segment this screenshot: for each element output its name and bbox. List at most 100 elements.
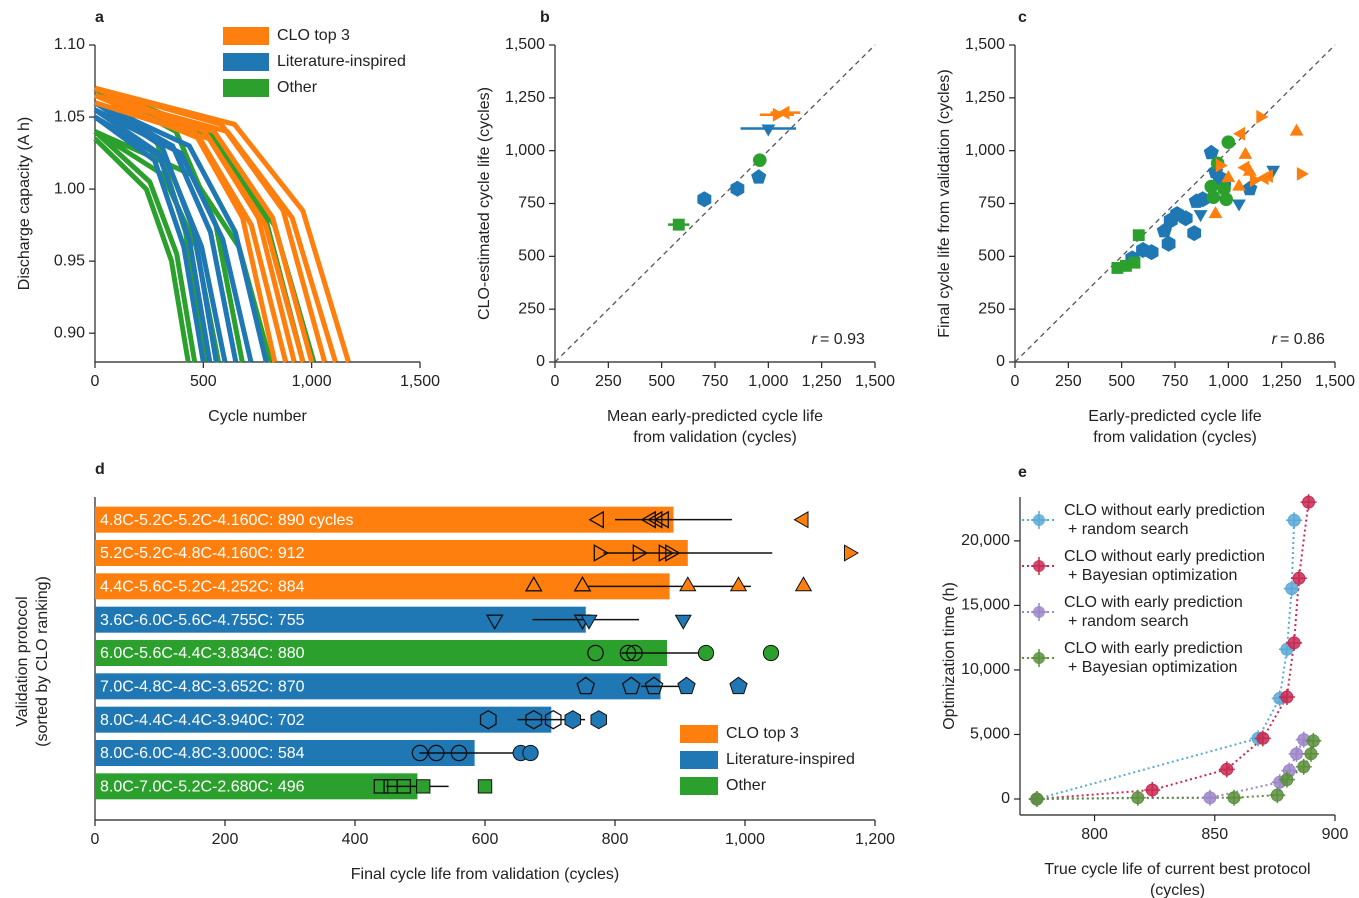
x-axis-label: Early-predicted cycle life xyxy=(1088,408,1262,425)
x-axis-label: from validation (cycles) xyxy=(1093,429,1257,446)
legend-label: CLO top 3 xyxy=(726,725,799,742)
x-tick-label: 400 xyxy=(342,831,369,848)
marker xyxy=(621,676,641,695)
y-tick-label: 0 xyxy=(1001,790,1010,807)
annotation-symbol: r xyxy=(812,331,818,348)
capacity-curve xyxy=(94,100,306,363)
y-tick-label: 0 xyxy=(536,353,545,370)
marker xyxy=(1256,109,1269,124)
x-tick-label: 1,200 xyxy=(855,831,895,848)
capacity-curve xyxy=(93,100,269,363)
x-tick-label: 1,000 xyxy=(292,373,332,390)
bar-label: 3.6C-6.0C-5.6C-4.755C: 755 xyxy=(100,612,305,629)
x-tick-label: 0 xyxy=(91,373,100,390)
marker xyxy=(590,710,607,730)
marker xyxy=(1221,135,1236,150)
x-tick-label: 900 xyxy=(1322,826,1349,843)
point-cross xyxy=(1288,745,1305,762)
marker xyxy=(396,779,412,794)
capacity-curve xyxy=(93,100,239,363)
marker xyxy=(524,575,543,592)
x-tick-label: 0 xyxy=(91,831,100,848)
x-tick-label: 0 xyxy=(1011,373,1020,390)
x-tick-label: 200 xyxy=(212,831,239,848)
marker xyxy=(729,576,748,592)
x-tick-label: 600 xyxy=(472,831,499,848)
marker xyxy=(1242,163,1257,176)
marker xyxy=(1132,229,1145,242)
capacity-curve xyxy=(93,114,206,363)
marker xyxy=(1193,210,1208,223)
point-cross xyxy=(1254,730,1271,747)
point-cross xyxy=(1129,789,1146,806)
y-axis-label: Final cycle life from validation (cycles… xyxy=(936,69,953,338)
x-tick-label: 1,250 xyxy=(802,373,842,390)
point-cross xyxy=(1295,758,1312,775)
x-tick-label: 250 xyxy=(1055,373,1082,390)
bar-label: 8.0C-6.0C-4.8C-3.000C: 584 xyxy=(100,745,305,762)
legend-label: CLO without early prediction xyxy=(1064,502,1265,519)
marker xyxy=(674,614,692,630)
marker xyxy=(1178,210,1193,227)
marker xyxy=(665,544,681,562)
y-tick-label: 1,500 xyxy=(505,36,545,53)
marker xyxy=(576,676,596,695)
capacity-curve xyxy=(94,85,351,363)
marker xyxy=(697,644,715,662)
y-tick-label: 0 xyxy=(996,353,1005,370)
marker xyxy=(1232,199,1246,212)
marker xyxy=(373,779,389,794)
legend-label: CLO with early prediction xyxy=(1064,640,1243,657)
point-cross xyxy=(1278,689,1295,706)
legend-label: Other xyxy=(726,777,767,794)
marker xyxy=(677,676,696,695)
marker xyxy=(1233,126,1246,141)
y-tick-label: 1,250 xyxy=(505,89,545,106)
legend-swatch xyxy=(680,777,718,795)
marker xyxy=(416,779,431,794)
point-cross xyxy=(1286,634,1303,651)
marker xyxy=(1161,235,1176,252)
y-tick-label: 0.90 xyxy=(54,324,85,341)
marker xyxy=(411,744,429,762)
x-tick-label: 250 xyxy=(595,373,622,390)
point-cross xyxy=(1201,789,1218,806)
bar xyxy=(95,540,688,566)
bar-label: 6.0C-5.6C-4.4C-3.834C: 880 xyxy=(100,645,305,662)
legend-label: + Bayesian optimization xyxy=(1068,567,1237,584)
marker xyxy=(1128,256,1141,269)
marker xyxy=(477,779,493,794)
y-tick-label: 750 xyxy=(518,195,545,212)
marker xyxy=(1203,144,1219,160)
bar-label: 4.8C-5.2C-5.2C-4.160C: 890 cycles xyxy=(100,512,353,529)
y-tick-label: 1,000 xyxy=(505,142,545,159)
marker xyxy=(1144,244,1159,261)
marker xyxy=(672,218,685,231)
legend-label: + random search xyxy=(1068,613,1189,630)
marker xyxy=(544,709,562,730)
y-tick-label: 20,000 xyxy=(961,532,1010,549)
marker xyxy=(626,644,643,662)
capacity-curve xyxy=(93,129,198,363)
y-axis-label: (sorted by CLO ranking) xyxy=(34,576,51,747)
marker xyxy=(644,676,664,695)
legend-label: Other xyxy=(277,79,318,96)
legend-label: + random search xyxy=(1068,521,1189,538)
bar xyxy=(95,606,586,633)
marker xyxy=(1238,146,1253,159)
bar xyxy=(95,640,667,666)
marker xyxy=(844,544,859,562)
marker xyxy=(1266,165,1281,178)
series-line xyxy=(1036,739,1305,800)
point-cross xyxy=(1305,732,1322,749)
y-tick-label: 1.00 xyxy=(54,180,85,197)
point-cross xyxy=(1269,787,1286,804)
y-axis-label: Optimization time (h) xyxy=(941,582,958,730)
point-cross xyxy=(1283,580,1300,597)
point-cross xyxy=(1278,641,1295,658)
bar xyxy=(95,673,661,700)
point-cross xyxy=(1028,790,1045,807)
point-cross xyxy=(1302,745,1319,762)
x-tick-label: 800 xyxy=(602,831,629,848)
y-tick-label: 250 xyxy=(518,300,545,317)
